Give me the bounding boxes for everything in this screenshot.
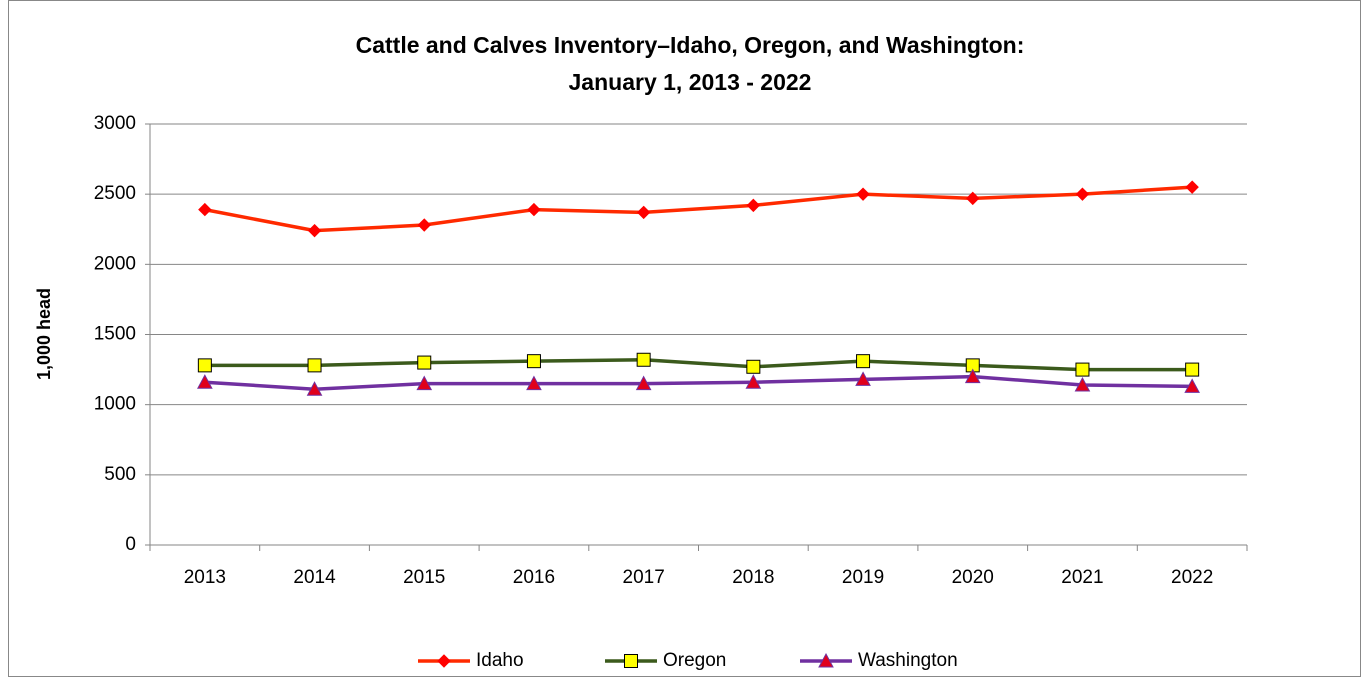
x-tick-label: 2018 — [732, 567, 774, 588]
x-tick-label: 2020 — [952, 567, 994, 588]
x-tick-label: 2016 — [513, 567, 555, 588]
legend-marker — [437, 654, 451, 668]
data-point — [416, 375, 433, 391]
x-tick-label: 2013 — [184, 567, 226, 588]
y-tick-label: 1000 — [94, 394, 136, 415]
legend-label: Idaho — [476, 650, 524, 671]
data-point — [527, 202, 541, 217]
data-point — [1074, 376, 1091, 392]
series-line — [204, 185, 1193, 233]
data-point — [306, 381, 323, 396]
y-tick-label: 2000 — [94, 253, 136, 274]
data-point — [856, 187, 870, 201]
data-point — [198, 202, 212, 217]
legend-marker — [818, 652, 834, 668]
chart-title: Cattle and Calves Inventory–Idaho, Orego… — [356, 32, 1025, 58]
data-point — [417, 355, 432, 370]
series-line — [204, 358, 1193, 372]
x-tick-label: 2015 — [403, 567, 445, 588]
data-point — [417, 218, 431, 232]
data-point — [1075, 362, 1090, 377]
x-tick-label: 2017 — [623, 567, 665, 588]
data-point — [526, 375, 542, 391]
data-point — [855, 371, 871, 386]
data-point — [745, 374, 762, 389]
y-tick-label: 500 — [104, 464, 136, 485]
data-point — [526, 354, 541, 369]
y-tick-label: 1500 — [94, 324, 136, 345]
data-point — [635, 375, 652, 391]
data-point — [1075, 187, 1090, 201]
legend-marker — [624, 654, 638, 668]
data-point — [964, 368, 981, 384]
data-point — [1185, 180, 1199, 194]
data-point — [966, 191, 980, 206]
data-point — [636, 205, 651, 220]
data-point — [197, 374, 213, 389]
data-point — [1185, 362, 1200, 377]
x-tick-label: 2022 — [1171, 567, 1213, 588]
data-point — [746, 359, 761, 374]
chart-border — [8, 0, 1361, 677]
x-tick-label: 2014 — [293, 567, 336, 588]
y-tick-label: 3000 — [94, 113, 136, 134]
y-tick-label: 0 — [125, 534, 136, 555]
data-point — [307, 223, 322, 238]
legend-label: Washington — [858, 650, 958, 671]
data-point — [1184, 378, 1200, 393]
y-tick-label: 2500 — [94, 183, 136, 204]
x-tick-label: 2021 — [1061, 567, 1103, 588]
x-tick-label: 2019 — [842, 567, 884, 588]
data-point — [746, 198, 761, 213]
data-point — [197, 358, 212, 373]
y-axis-label: 1,000 head — [34, 288, 54, 380]
chart-title: January 1, 2013 - 2022 — [569, 69, 812, 95]
series-line — [204, 374, 1193, 391]
data-point — [307, 358, 322, 373]
data-point — [856, 354, 871, 369]
legend-label: Oregon — [663, 650, 726, 671]
data-point — [636, 352, 651, 367]
